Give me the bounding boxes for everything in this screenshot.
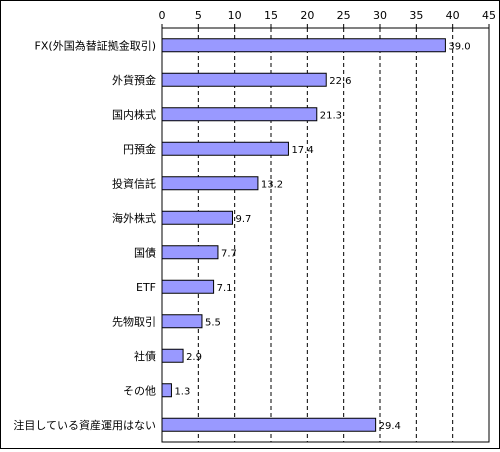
data-label: 17.4 <box>291 145 313 156</box>
category-label: 投資信託 <box>112 176 156 190</box>
data-label: 7.1 <box>217 283 233 294</box>
bar <box>161 314 203 329</box>
x-tick-label: 30 <box>373 9 387 22</box>
x-tick-label: 15 <box>264 9 278 22</box>
x-tick-label: 35 <box>409 9 423 22</box>
data-label: 21.3 <box>320 110 342 121</box>
data-label: 9.7 <box>235 214 251 225</box>
bar <box>161 176 259 191</box>
data-label: 22.6 <box>329 76 351 87</box>
category-label: 先物取引 <box>112 314 156 328</box>
bar <box>161 141 289 156</box>
category-label: 国債 <box>134 245 156 259</box>
data-label: 29.4 <box>379 421 401 432</box>
bar <box>161 279 215 294</box>
bars <box>161 38 446 432</box>
plot-area-border <box>161 27 490 443</box>
grid-lines <box>197 28 490 442</box>
category-label: 海外株式 <box>112 211 156 225</box>
x-tick-label: 5 <box>195 9 202 22</box>
data-label: 7.7 <box>221 248 237 259</box>
data-label: 39.0 <box>448 41 470 52</box>
data-label: 1.3 <box>174 386 190 397</box>
bar <box>161 107 318 122</box>
category-label: 外貨預金 <box>112 73 156 87</box>
bar <box>161 210 233 225</box>
bar <box>161 348 184 363</box>
bar <box>161 417 377 432</box>
data-label: 2.9 <box>186 352 202 363</box>
x-tick-label: 10 <box>228 9 242 22</box>
bar <box>161 38 446 53</box>
x-tick-label: 0 <box>159 9 166 22</box>
category-label: FX(外国為替証拠金取引) <box>35 38 156 52</box>
category-label: ETF <box>136 281 156 294</box>
category-label: 円預金 <box>123 142 156 156</box>
bar <box>161 245 219 260</box>
x-tick-label: 25 <box>337 9 351 22</box>
x-tick-label: 20 <box>300 9 314 22</box>
x-tick-label: 45 <box>482 9 496 22</box>
category-label: その他 <box>123 384 156 397</box>
value-labels: 39.0 22.6 21.3 17.4 13.2 9.7 7.7 7.1 5.5 2.9 1.3 29… <box>174 41 470 432</box>
category-label: 社債 <box>134 349 156 363</box>
x-tick-label: 40 <box>446 9 460 22</box>
bar <box>161 72 327 87</box>
category-label: 国内株式 <box>112 107 156 121</box>
data-label: 5.5 <box>205 317 221 328</box>
category-label: 注目している資産運用はない <box>13 418 156 432</box>
data-label: 13.2 <box>261 179 283 190</box>
bar <box>161 383 172 398</box>
x-axis-ticks: 0 5 10 15 20 25 30 35 40 45 <box>159 9 496 28</box>
